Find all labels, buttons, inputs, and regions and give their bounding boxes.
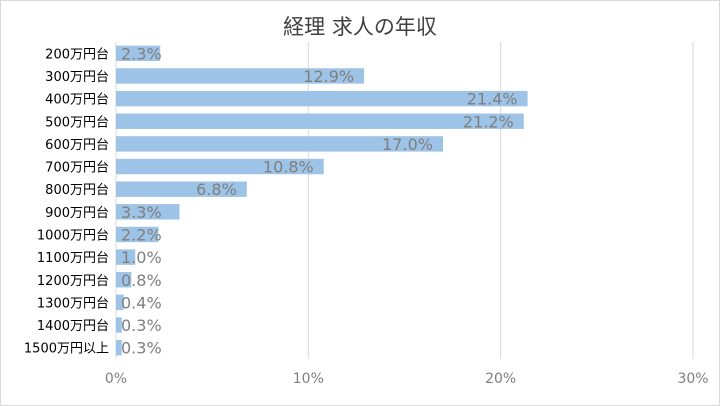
bar-8 [116, 226, 159, 243]
category-label-0: 200万円台 [45, 47, 109, 62]
data-label-1: 12.9% [303, 67, 354, 86]
data-label-11: 0.4% [121, 293, 162, 312]
data-label-13: 0.3% [121, 339, 162, 358]
category-label-3: 500万円台 [45, 115, 109, 130]
data-label-6: 6.8% [196, 180, 237, 199]
bar-2 [116, 90, 528, 107]
bar-12 [116, 317, 122, 333]
bar-6 [116, 181, 247, 197]
category-label-1: 300万円台 [45, 70, 109, 85]
bar-0 [116, 45, 161, 62]
category-label-10: 1200万円台 [37, 274, 109, 289]
data-label-9: 1.0% [121, 248, 162, 267]
data-label-3: 21.2% [463, 112, 514, 131]
x-tick-label-2: 20% [485, 371, 516, 387]
data-label-2: 21.4% [467, 90, 518, 109]
data-label-7: 3.3% [121, 203, 162, 222]
category-label-5: 700万円台 [45, 161, 109, 176]
chart-title: 経理 求人の年収 [283, 15, 437, 39]
bar-10 [116, 272, 132, 288]
category-label-9: 1100万円台 [37, 251, 109, 266]
x-tick-label-3: 30% [677, 371, 708, 387]
bar-5 [116, 158, 324, 175]
category-label-4: 600万円台 [45, 138, 109, 153]
bar-9 [116, 249, 136, 265]
data-label-0: 2.3% [121, 44, 162, 63]
bar-3 [116, 113, 524, 129]
data-label-12: 0.3% [121, 316, 162, 335]
data-label-8: 2.2% [121, 225, 162, 244]
x-tick-label-1: 10% [293, 371, 324, 387]
category-label-12: 1400万円台 [37, 319, 109, 334]
category-label-7: 900万円台 [45, 206, 109, 221]
bar-4 [116, 136, 443, 152]
data-label-4: 17.0% [382, 135, 433, 154]
data-label-5: 10.8% [263, 158, 314, 177]
category-label-13: 1500万円以上 [24, 342, 109, 357]
category-label-11: 1300万円台 [37, 296, 109, 311]
category-label-2: 400万円台 [45, 93, 109, 108]
data-label-10: 0.8% [121, 271, 162, 290]
x-tick-label-0: 0% [105, 371, 127, 387]
category-label-6: 800万円台 [45, 183, 109, 198]
bar-7 [116, 204, 180, 220]
bar-1 [116, 68, 365, 84]
bar-11 [116, 294, 124, 311]
bar-13 [116, 339, 122, 356]
category-label-8: 1000万円台 [37, 228, 109, 243]
